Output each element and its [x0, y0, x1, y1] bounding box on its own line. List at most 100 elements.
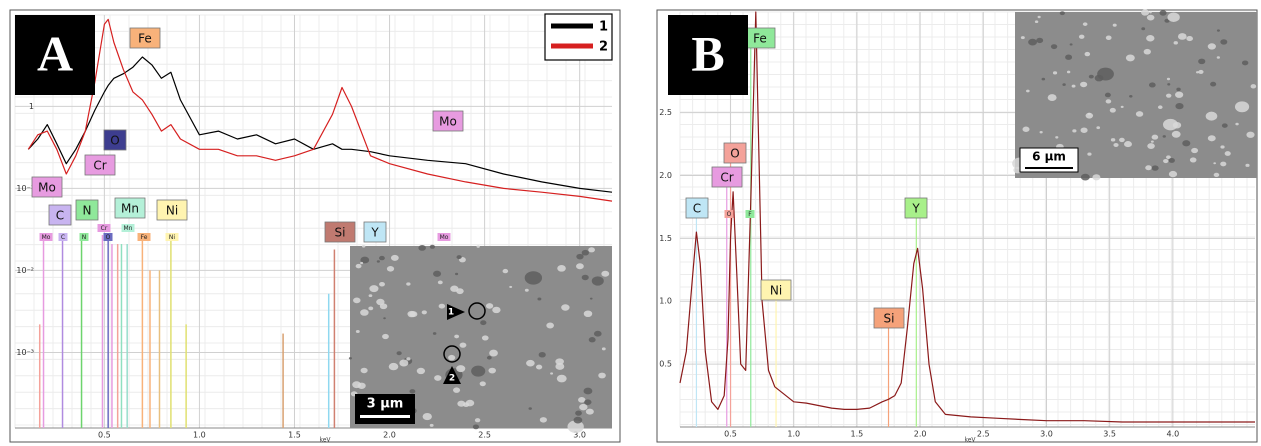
line-label-box [39, 233, 53, 241]
particle [369, 285, 379, 293]
x-tick-label: 3.0 [1040, 430, 1053, 439]
particle [433, 270, 442, 277]
particle [1097, 67, 1114, 81]
particle [456, 365, 466, 373]
element-box [103, 129, 127, 151]
x-tick-label: 3.5 [1103, 430, 1116, 439]
element-box [84, 154, 116, 176]
particle [379, 303, 388, 310]
particle [1143, 48, 1151, 55]
particle [488, 367, 496, 374]
particle [1149, 11, 1152, 14]
x-axis-label: keV [319, 437, 331, 444]
particle [1129, 94, 1133, 98]
element-label: Ni [770, 284, 782, 298]
particle [1216, 56, 1220, 59]
particle [1147, 143, 1155, 149]
y-tick-label: 0.5 [659, 360, 672, 369]
particle [1216, 29, 1220, 32]
particle [457, 400, 466, 407]
particle [489, 349, 498, 357]
particle [1071, 84, 1076, 88]
particle [555, 358, 564, 365]
particle [1047, 94, 1057, 102]
particle [361, 244, 366, 248]
particle [429, 423, 434, 427]
x-tick-label: 4.0 [1166, 430, 1179, 439]
x-tick-label: 1.0 [193, 431, 206, 440]
particle [1105, 99, 1112, 104]
particle [348, 357, 352, 360]
particle [1141, 9, 1150, 16]
particle [573, 416, 583, 424]
particle [438, 303, 446, 309]
x-tick-label: 1.5 [288, 431, 301, 440]
particle [1080, 81, 1088, 88]
particle [1167, 12, 1180, 22]
x-tick-label: 1.0 [787, 430, 800, 439]
particle [591, 276, 604, 286]
particle [1207, 43, 1216, 50]
element-label: Cr [93, 159, 106, 173]
particle [1028, 38, 1037, 46]
particle [584, 399, 592, 406]
line-label-box [137, 233, 151, 241]
particle [1072, 129, 1077, 133]
particle [1146, 35, 1155, 42]
particle [1065, 54, 1073, 60]
scale-bar [1025, 167, 1073, 169]
particle [1125, 54, 1135, 62]
particle [588, 337, 596, 343]
x-tick-label: 2.0 [383, 431, 396, 440]
x-axis-label: keV [964, 437, 976, 444]
line-label: Cr [101, 225, 108, 232]
particle [1196, 71, 1199, 74]
particle [1148, 82, 1156, 88]
line-label-box [103, 233, 113, 241]
particle [1198, 58, 1206, 65]
particle [583, 310, 593, 318]
line-label: O [727, 211, 732, 218]
particle [556, 374, 567, 383]
particle [1150, 140, 1154, 143]
element-label: N [83, 204, 92, 218]
particle [448, 354, 456, 361]
particle [1066, 70, 1071, 74]
particle [355, 330, 360, 334]
particle [575, 410, 582, 416]
particle [1041, 77, 1046, 81]
particle [1110, 138, 1116, 142]
particle [429, 244, 436, 249]
particle [1088, 74, 1094, 79]
element-box [711, 166, 743, 188]
particle [1037, 15, 1041, 19]
particle [1213, 172, 1220, 178]
particle [1175, 103, 1184, 110]
panel-label: A [37, 25, 73, 81]
particle [1069, 43, 1073, 46]
element-label: Mo [38, 181, 56, 195]
particle [578, 397, 586, 403]
particle [1245, 163, 1250, 167]
element-label: Si [335, 226, 346, 240]
particle [492, 306, 501, 314]
line-label-box [121, 224, 135, 232]
particle [456, 255, 462, 260]
particle [537, 297, 542, 301]
marker-label: 1 [448, 308, 454, 318]
line-label: F [748, 211, 752, 218]
particle [1235, 122, 1239, 126]
particle [598, 372, 606, 379]
particle [474, 418, 481, 423]
element-label: C [56, 209, 64, 223]
particle [437, 280, 443, 285]
particle [1022, 126, 1030, 132]
particle [406, 282, 411, 286]
particle [538, 351, 546, 358]
particle [471, 365, 486, 377]
x-tick-label: 0.5 [724, 430, 737, 439]
particle [1159, 10, 1167, 16]
particle [476, 245, 480, 248]
x-tick-label: 3.0 [573, 431, 586, 440]
particle [360, 256, 370, 264]
